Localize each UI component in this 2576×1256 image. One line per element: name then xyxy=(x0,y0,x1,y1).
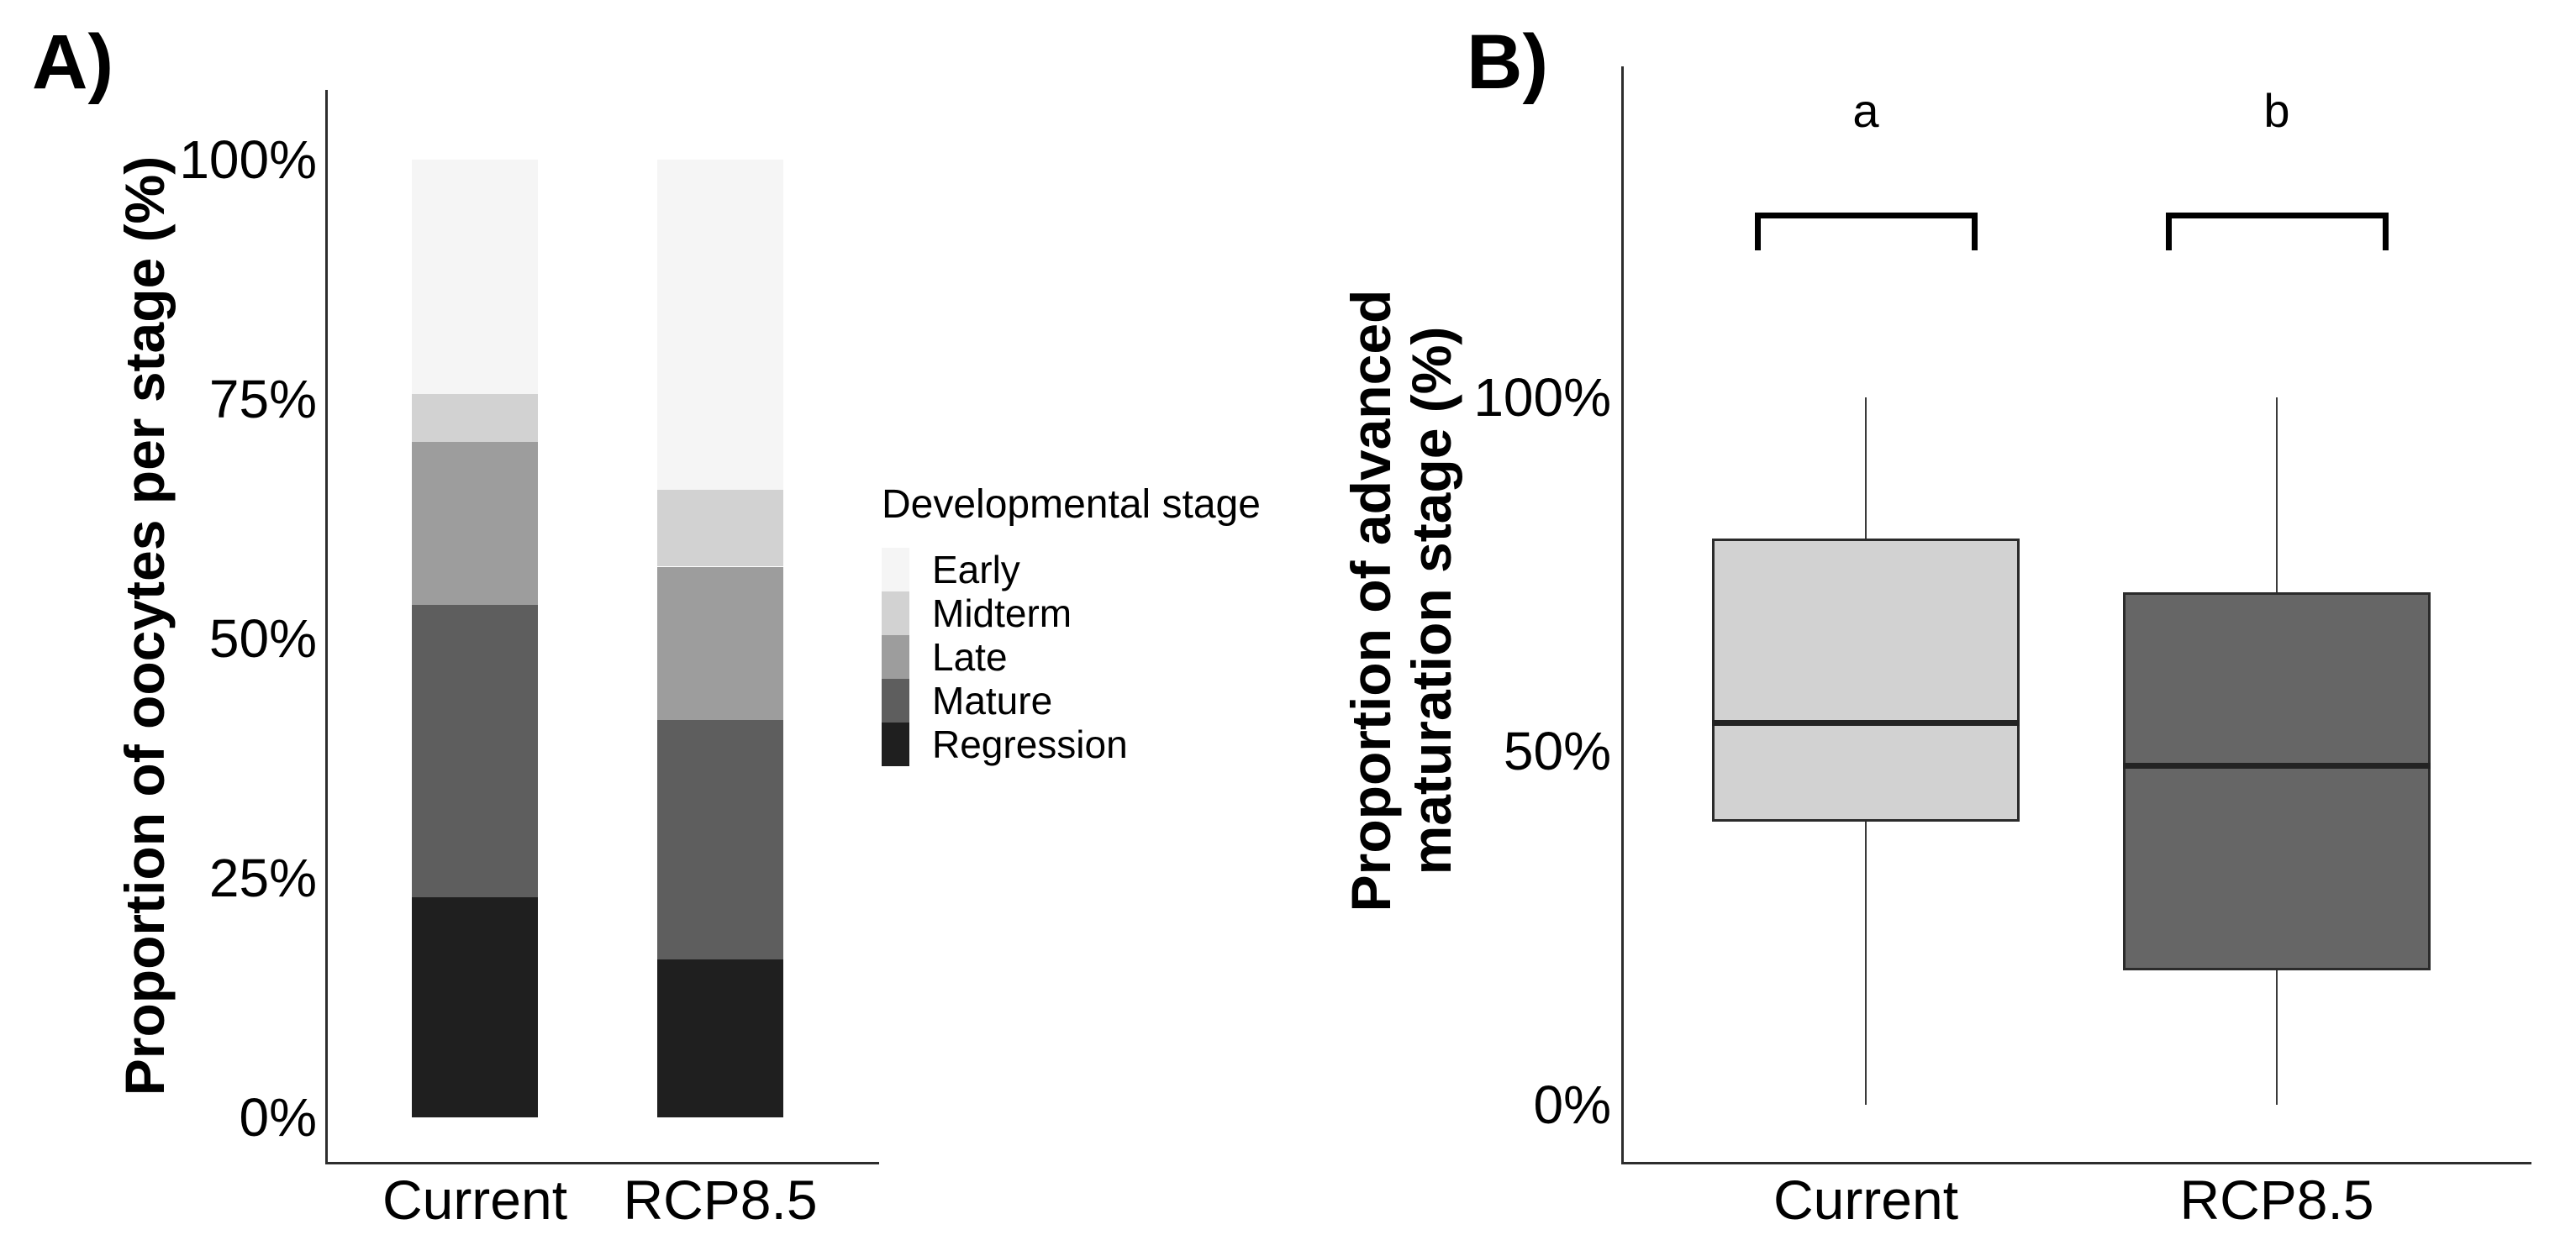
panel-a-y-tick-label-100: 100% xyxy=(179,129,317,190)
boxplot-box-rcp85 xyxy=(2123,592,2431,970)
bar-segment-current-midterm xyxy=(412,394,538,442)
legend-label-early: Early xyxy=(932,548,1020,591)
panel-b-y-axis-title: Proportion of advanced maturation stage … xyxy=(1340,223,1462,979)
bar-segment-rcp8.5-early xyxy=(657,160,783,490)
legend-item-midterm: Midterm xyxy=(882,591,1261,635)
legend: Developmental stage Early Midterm Late Matu… xyxy=(882,482,1261,766)
significance-letter-current: a xyxy=(1852,84,1879,137)
panel-a-x-tick-label-rcp8.5: RCP8.5 xyxy=(623,1169,818,1231)
boxplot-median-rcp85 xyxy=(2123,763,2431,769)
panel-b-y-axis-title-line-1: Proportion of advanced xyxy=(1340,289,1402,912)
legend-item-early: Early xyxy=(882,548,1261,591)
significance-bracket-current xyxy=(1755,213,1978,250)
significance-letter-rcp85: b xyxy=(2263,84,2290,137)
boxplot-upper-whisker-current xyxy=(1865,397,1867,539)
panel-b-y-tick-label-100: 100% xyxy=(1473,367,1611,428)
panel-a-label: A) xyxy=(32,19,114,105)
legend-item-regression: Regression xyxy=(882,723,1261,766)
legend-swatch-mature xyxy=(882,679,909,723)
legend-swatch-late xyxy=(882,635,909,679)
legend-label-midterm: Midterm xyxy=(932,591,1072,635)
bar-segment-rcp8.5-regression xyxy=(657,959,783,1117)
panel-a-y-tick-label-50: 50% xyxy=(208,608,317,669)
panel-b-y-tick-label-50: 50% xyxy=(1503,721,1611,781)
panel-b-y-axis-line xyxy=(1621,66,1624,1164)
legend-label-late: Late xyxy=(932,635,1008,679)
panel-a-y-tick-label-75: 75% xyxy=(208,369,317,429)
legend-swatch-midterm xyxy=(882,591,909,635)
bar-segment-current-regression xyxy=(412,897,538,1117)
significance-bracket-rcp85 xyxy=(2166,213,2389,250)
bar-segment-current-early xyxy=(412,160,538,394)
boxplot-lower-whisker-rcp85 xyxy=(2276,970,2278,1105)
panel-b-x-axis-line xyxy=(1621,1162,2531,1164)
bar-segment-current-mature xyxy=(412,605,538,897)
boxplot-median-current xyxy=(1712,720,2020,726)
panel-b-y-tick-label-0: 0% xyxy=(1533,1075,1612,1135)
panel-b-y-axis-title-line-2: maturation stage (%) xyxy=(1400,326,1462,875)
panel-b-x-tick-label-rcp85: RCP8.5 xyxy=(2179,1169,2374,1231)
bar-segment-current-late xyxy=(412,442,538,605)
legend-item-late: Late xyxy=(882,635,1261,679)
bar-segment-rcp8.5-mature xyxy=(657,720,783,959)
boxplot-upper-whisker-rcp85 xyxy=(2276,397,2278,592)
legend-items: Early Midterm Late Mature Regression xyxy=(882,548,1261,766)
boxplot-box-current xyxy=(1712,539,2020,822)
panel-a-x-tick-label-current: Current xyxy=(382,1169,568,1231)
legend-swatch-regression xyxy=(882,723,909,766)
boxplot-lower-whisker-current xyxy=(1865,822,1867,1105)
legend-title: Developmental stage xyxy=(882,482,1261,527)
bar-segment-rcp8.5-midterm xyxy=(657,490,783,566)
legend-item-mature: Mature xyxy=(882,679,1261,723)
legend-swatch-early xyxy=(882,548,909,591)
panel-a-y-tick-label-0: 0% xyxy=(239,1087,318,1148)
panel-b-label: B) xyxy=(1467,19,1549,105)
legend-label-mature: Mature xyxy=(932,679,1053,723)
legend-label-regression: Regression xyxy=(932,723,1128,766)
panel-a-x-axis-line xyxy=(325,1162,879,1164)
panel-a-y-axis-line xyxy=(325,90,328,1164)
panel-b-x-tick-label-current: Current xyxy=(1773,1169,1959,1231)
bar-segment-rcp8.5-late xyxy=(657,567,783,720)
panel-a-y-tick-label-25: 25% xyxy=(208,848,317,908)
